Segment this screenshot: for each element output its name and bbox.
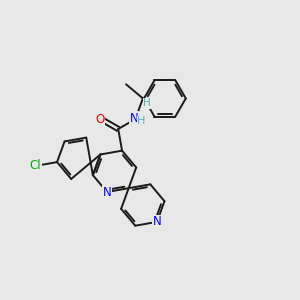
Text: N: N — [153, 215, 161, 228]
Text: H: H — [143, 98, 151, 108]
Text: O: O — [95, 112, 105, 126]
Text: Cl: Cl — [30, 159, 41, 172]
Text: H: H — [137, 116, 146, 126]
Text: N: N — [103, 185, 111, 199]
Text: N: N — [130, 112, 139, 124]
